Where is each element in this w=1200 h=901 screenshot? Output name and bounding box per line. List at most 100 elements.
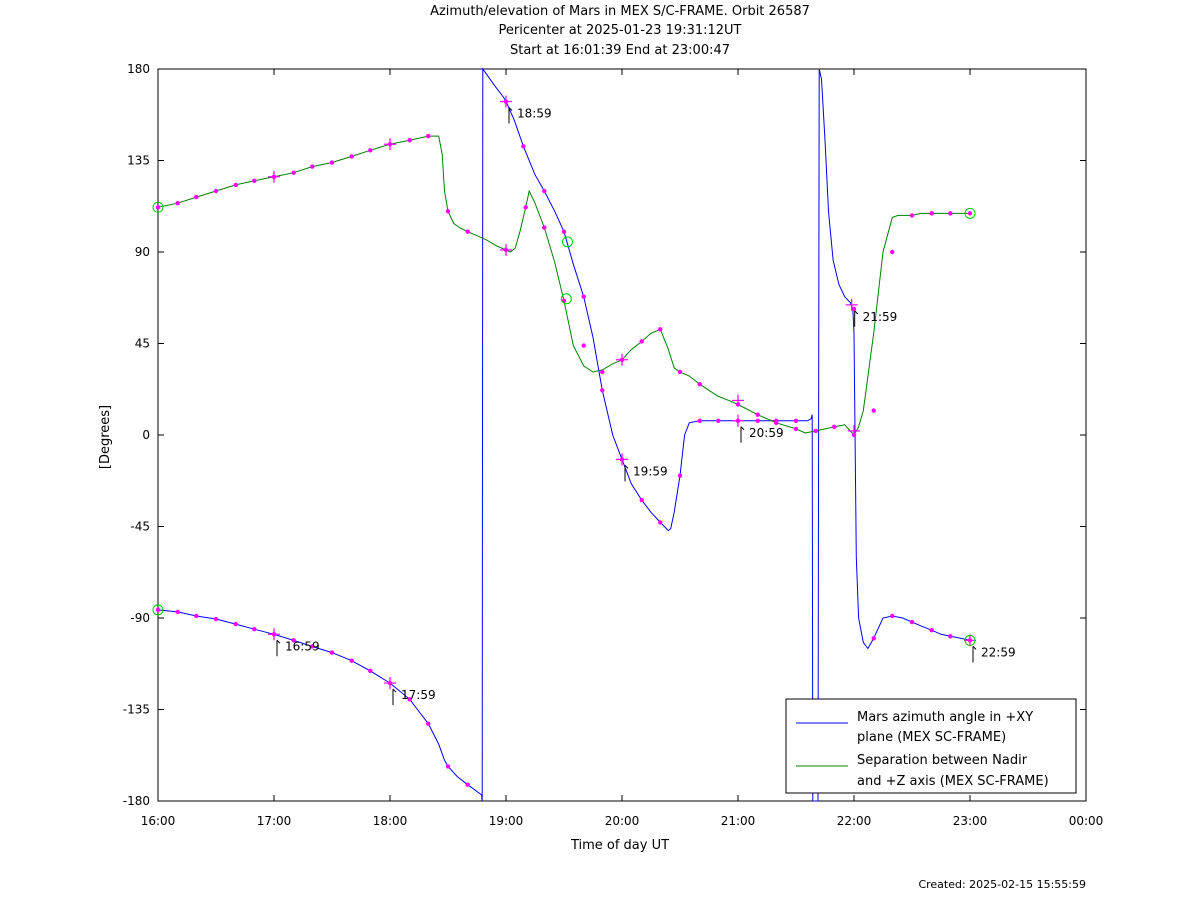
endpoint-marker xyxy=(152,604,164,616)
data-point-marker xyxy=(291,170,296,175)
data-point-marker xyxy=(194,194,199,200)
data-point-marker xyxy=(967,211,973,216)
annotation-label: 19:59 xyxy=(633,464,668,478)
x-tick-label: 21:00 xyxy=(721,814,756,828)
x-tick-label: 16:00 xyxy=(141,814,176,828)
x-tick-label: 17:00 xyxy=(257,814,292,828)
data-point-marker xyxy=(252,178,257,184)
annotation-pointer-head xyxy=(854,310,859,315)
x-tick-label: 23:00 xyxy=(953,814,988,828)
data-point-marker xyxy=(948,211,953,216)
data-point-marker xyxy=(871,636,876,641)
series-layer xyxy=(157,67,972,802)
data-point-marker xyxy=(175,609,180,615)
y-tick-label: 0 xyxy=(142,428,150,442)
data-point-marker xyxy=(832,424,837,430)
data-point-marker xyxy=(716,418,721,423)
legend-label-azimuth-line1: Mars azimuth angle in +XY xyxy=(857,710,1033,725)
data-point-marker xyxy=(542,225,547,230)
data-point-marker xyxy=(793,426,799,432)
data-point-marker xyxy=(793,418,799,423)
x-axis-label: Time of day UT xyxy=(570,838,669,853)
annotation-pointer-head xyxy=(392,688,397,693)
series-line-0 xyxy=(157,67,972,802)
annotation-label: 20:59 xyxy=(749,426,784,440)
annotation-label: 22:59 xyxy=(981,645,1016,659)
legend: Mars azimuth angle in +XY plane (MEX SC-… xyxy=(785,698,1077,794)
endpoint-marker xyxy=(964,207,976,219)
data-point-marker xyxy=(233,182,238,188)
chart-title: Azimuth/elevation of Mars in MEX S/C-FRA… xyxy=(430,4,810,19)
data-point-marker xyxy=(194,613,199,619)
x-tick-label: 22:00 xyxy=(837,814,872,828)
endpoint-marker xyxy=(152,201,164,213)
data-point-marker xyxy=(755,412,760,417)
endpoint-marker xyxy=(964,634,976,646)
data-point-marker xyxy=(909,619,915,625)
data-point-marker xyxy=(407,137,412,143)
data-point-marker xyxy=(310,164,315,169)
plot-frame xyxy=(157,68,1087,802)
data-point-marker xyxy=(349,658,354,663)
data-point-marker xyxy=(639,339,644,344)
x-tick-label: 20:00 xyxy=(605,814,640,828)
legend-label-azimuth-line2: plane (MEX SC-FRAME) xyxy=(857,730,1006,745)
data-point-marker xyxy=(252,626,257,632)
legend-label-separation-line2: and +Z axis (MEX SC-FRAME) xyxy=(857,774,1049,789)
y-tick-label: 135 xyxy=(127,154,150,168)
data-point-marker xyxy=(929,628,934,633)
data-point-marker xyxy=(697,381,702,387)
data-point-marker xyxy=(426,721,431,726)
data-point-marker xyxy=(521,144,526,149)
y-tick-label: 180 xyxy=(127,62,150,76)
annotation-label: 16:59 xyxy=(285,639,320,653)
data-point-marker xyxy=(155,205,161,210)
data-point-marker xyxy=(658,520,663,525)
data-point-marker xyxy=(329,650,335,655)
legend-label-separation-line1: Separation between Nadir xyxy=(857,753,1028,768)
data-point-marker xyxy=(600,369,605,375)
data-point-marker xyxy=(813,428,818,434)
data-point-marker xyxy=(851,306,857,312)
data-point-marker xyxy=(213,188,219,194)
data-point-marker xyxy=(639,497,644,503)
annotation-pointer-head xyxy=(276,639,281,644)
data-point-marker xyxy=(349,154,354,159)
chart-subtitle-pericenter: Pericenter at 2025-01-23 19:31:12UT xyxy=(498,23,742,38)
data-point-marker xyxy=(445,209,451,214)
data-point-marker xyxy=(581,294,586,299)
y-tick-label: -180 xyxy=(123,794,150,808)
data-point-marker xyxy=(426,133,431,139)
chart-subtitle-start-end: Start at 16:01:39 End at 23:00:47 xyxy=(509,43,731,58)
annotation-pointer-head xyxy=(740,426,745,431)
y-tick-label: -45 xyxy=(130,520,150,534)
data-point-marker xyxy=(175,201,180,206)
y-axis-ticks: -180 -135 -90 -45 0 45 90 135 180 xyxy=(123,62,1086,808)
endpoint-marker xyxy=(560,293,572,305)
data-point-marker xyxy=(948,634,953,639)
x-axis-ticks: 16:00 17:00 18:00 19:00 20:00 21:00 22:00 23:00… xyxy=(141,69,1103,828)
data-point-marker xyxy=(407,697,412,702)
annotation-label: 17:59 xyxy=(401,688,436,702)
data-point-marker xyxy=(155,607,161,613)
data-point-marker xyxy=(561,229,567,234)
data-point-marker xyxy=(755,418,760,423)
legend-box xyxy=(785,698,1077,794)
annotation-pointer-head xyxy=(508,107,513,111)
annotation-label: 21:59 xyxy=(863,310,898,324)
y-tick-label: 90 xyxy=(135,245,150,259)
data-point-marker xyxy=(909,213,915,218)
endpoint-marker xyxy=(561,236,573,248)
data-point-marker xyxy=(523,205,528,210)
data-point-marker xyxy=(368,148,373,153)
data-point-marker xyxy=(890,249,895,255)
data-point-marker xyxy=(677,473,683,478)
data-point-marker xyxy=(890,613,895,619)
annotation-layer: 16:59 17:59 18:59 19:59 20:59 21:59 22:59 xyxy=(276,107,1016,706)
data-point-marker xyxy=(233,621,238,627)
marker-layer xyxy=(152,95,976,787)
data-point-marker xyxy=(600,388,605,393)
series-line-1 xyxy=(157,135,972,436)
data-point-marker xyxy=(465,229,470,234)
